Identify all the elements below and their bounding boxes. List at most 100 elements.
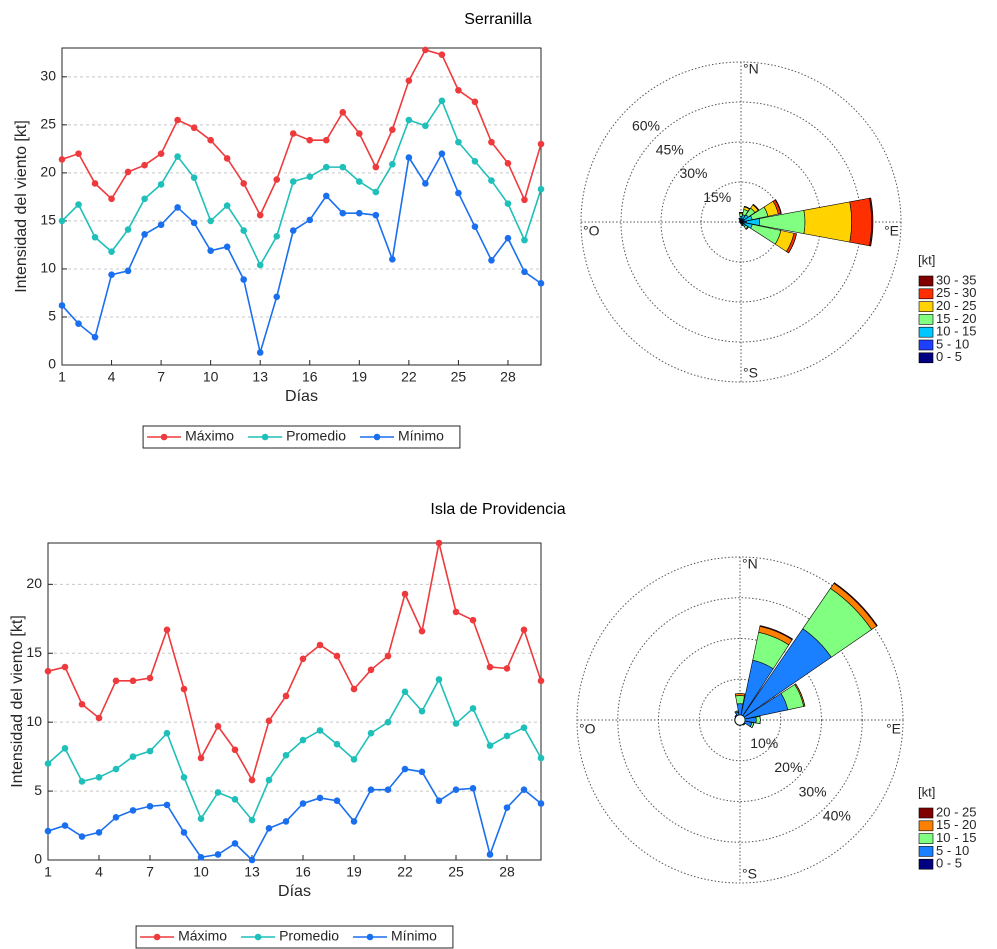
data-point: [488, 256, 495, 264]
data-point: [503, 804, 511, 811]
direction-label: °S: [742, 866, 757, 882]
y-tick-label: 15: [26, 644, 42, 660]
data-point: [95, 829, 103, 836]
legend-label: 0 - 5: [936, 349, 962, 364]
r-tick-label: 60%: [632, 118, 660, 134]
data-point: [214, 789, 222, 796]
data-point: [356, 209, 363, 217]
data-point: [405, 154, 413, 161]
series-line: [47, 542, 542, 783]
legend-marker: [160, 433, 168, 441]
rose-segment: [734, 714, 737, 717]
x-tick-label: 7: [146, 864, 154, 880]
data-point: [356, 178, 363, 185]
data-point: [58, 156, 66, 163]
data-point: [58, 217, 66, 225]
data-point: [231, 796, 239, 803]
data-point: [452, 608, 460, 616]
data-point: [504, 200, 512, 207]
data-point: [207, 136, 214, 144]
legend-marker: [261, 433, 269, 441]
x-tick-label: 22: [397, 864, 413, 880]
data-point: [488, 177, 495, 184]
data-point: [469, 705, 477, 712]
data-point: [190, 174, 198, 181]
data-point: [112, 765, 120, 773]
legend-marker: [373, 433, 381, 441]
data-point: [129, 753, 137, 760]
data-point: [389, 256, 396, 263]
legend-label: 20 - 25: [936, 298, 976, 313]
data-point: [401, 590, 409, 598]
data-point: [112, 677, 120, 685]
rose-segment: [739, 213, 743, 217]
data-point: [471, 223, 479, 230]
data-point: [384, 652, 392, 660]
data-point: [91, 180, 99, 187]
data-point: [299, 736, 307, 744]
data-point: [95, 714, 103, 722]
legend-label: Máximo: [178, 928, 227, 944]
data-point: [78, 778, 86, 785]
x-tick-label: 1: [58, 369, 66, 385]
data-point: [108, 271, 115, 279]
x-tick-label: 16: [302, 369, 318, 385]
direction-label: °S: [743, 365, 758, 381]
data-point: [339, 163, 347, 171]
x-tick-label: 22: [401, 369, 417, 385]
legend: Máximo Promedio Mínimo: [142, 425, 461, 449]
data-point: [438, 51, 446, 59]
data-point: [282, 692, 290, 700]
rose-segment: [774, 199, 782, 214]
data-point: [75, 201, 82, 208]
data-point: [146, 674, 154, 682]
axes-box: [47, 542, 542, 861]
data-point: [141, 161, 148, 169]
grid-ring: [698, 678, 782, 762]
data-point: [248, 816, 256, 824]
data-point: [469, 616, 477, 624]
legend-label: Máximo: [185, 428, 234, 444]
data-point: [503, 732, 511, 740]
data-point: [282, 751, 290, 759]
data-point: [248, 776, 256, 784]
x-tick-label: 28: [499, 864, 515, 880]
data-point: [438, 150, 446, 157]
series-line: [61, 99, 542, 267]
data-point: [61, 745, 69, 752]
calm-center: [734, 714, 746, 726]
data-point: [333, 797, 341, 805]
r-tick-label: 40%: [823, 808, 851, 824]
y-tick-label: 5: [48, 308, 56, 324]
legend-swatch: [918, 807, 934, 819]
data-point: [256, 261, 264, 269]
legend-label: 5 - 10: [936, 336, 969, 351]
data-point: [306, 173, 314, 181]
data-point: [174, 153, 181, 160]
y-tick-label: 10: [26, 713, 42, 729]
x-tick-label: 19: [346, 864, 362, 880]
legend-label: Mínimo: [391, 928, 437, 944]
rose-segment: [833, 582, 878, 627]
rose-segment: [735, 695, 745, 705]
data-point: [124, 226, 132, 233]
data-point: [537, 800, 545, 807]
data-point: [356, 130, 363, 137]
legend-swatch: [918, 301, 934, 312]
data-point: [333, 740, 341, 748]
legend-swatch: [918, 275, 934, 287]
legend-swatch: [918, 846, 934, 857]
grid-ring: [658, 638, 822, 802]
data-point: [190, 124, 198, 132]
data-point: [350, 685, 358, 693]
data-point: [537, 677, 545, 685]
data-point: [520, 786, 528, 794]
data-point: [537, 140, 545, 148]
data-point: [214, 851, 222, 858]
data-point: [273, 293, 281, 301]
y-axis-label: Intensidad del viento [kt]: [13, 120, 30, 293]
data-point: [91, 233, 99, 241]
legend-box: [135, 925, 454, 949]
data-point: [174, 204, 181, 211]
x-tick-label: 25: [448, 864, 464, 880]
